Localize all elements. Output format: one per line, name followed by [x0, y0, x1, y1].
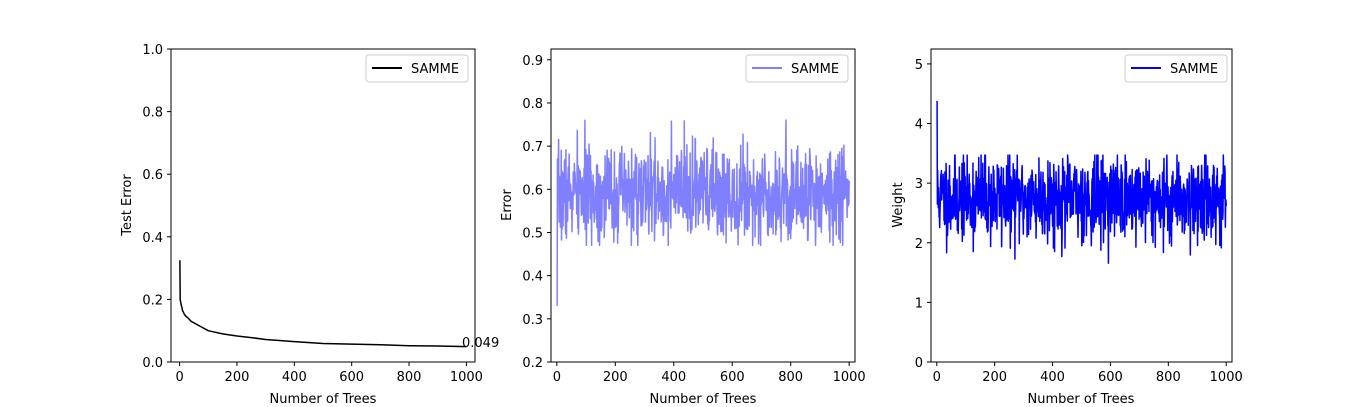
test-error-ticks: 0 200 400 600 800 1000 0.0 0.2 0.4 0.6 0.8 1.0 — [142, 43, 483, 385]
error-y-tick-label: 0.7 — [522, 140, 543, 155]
error-legend: SAMME — [745, 54, 849, 83]
weight-legend-label: SAMME — [1170, 62, 1218, 77]
test-error-legend-box — [365, 54, 469, 83]
error-y-tick-label: 0.9 — [522, 54, 543, 69]
test-error-y-tick-label: 0.6 — [142, 168, 163, 183]
error-y-tick-label: 0.3 — [522, 313, 543, 328]
weight-legend: SAMME — [1124, 54, 1228, 83]
test-error-x-tick-label: 1000 — [450, 370, 483, 385]
weight-y-axis-label: Weight — [891, 182, 906, 227]
weight-x-axis-label: Number of Trees — [1028, 392, 1135, 407]
test-error-x-tick-label: 400 — [282, 370, 307, 385]
error-y-tick-label: 0.4 — [522, 270, 543, 285]
test-error-x-tick-label: 600 — [339, 370, 364, 385]
error-x-tick-label: 200 — [603, 370, 628, 385]
error-y-axis-label: Error — [500, 189, 515, 221]
test-error-x-tick-label: 200 — [225, 370, 250, 385]
test-error-x-tick-label: 800 — [397, 370, 422, 385]
test-error-legend: SAMME — [365, 54, 469, 83]
test-error-y-tick-label: 0.2 — [142, 293, 163, 308]
test-error-y-tick-label: 0.0 — [142, 356, 163, 371]
test-error-series-line — [179, 260, 467, 348]
weight-y-tick-label: 1 — [915, 296, 923, 311]
weight-series — [936, 100, 1227, 265]
error-y-tick-label: 0.2 — [522, 356, 543, 371]
weight-x-tick-label: 400 — [1040, 370, 1065, 385]
weight-x-tick-label: 1000 — [1210, 370, 1243, 385]
test-error-y-axis-label: Test Error — [120, 174, 135, 237]
weight-y-tick-label: 2 — [915, 237, 923, 252]
test-error-x-axis-label: Number of Trees — [270, 392, 377, 407]
error-x-axis-label: Number of Trees — [650, 392, 757, 407]
final-error-annotation: 0.049 — [462, 336, 499, 351]
error-y-tick-label: 0.5 — [522, 226, 543, 241]
test-error-legend-label: SAMME — [411, 62, 459, 77]
weight-x-tick-label: 200 — [982, 370, 1007, 385]
test-error-y-tick-label: 0.8 — [142, 106, 163, 121]
error-series-line — [556, 119, 850, 306]
error-x-tick-label: 800 — [778, 370, 803, 385]
test-error-y-tick-label: 0.4 — [142, 231, 163, 246]
error-x-tick-label: 0 — [553, 370, 561, 385]
error-ticks: 0 200 400 600 800 1000 0.2 0.3 0.4 0.5 0.6 0.7 0.8 0.… — [522, 54, 865, 385]
error-panel: 0 200 400 600 800 1000 0.2 0.3 0.4 0.5 0.6 0.7 0.8 0.… — [500, 48, 866, 407]
weight-x-tick-label: 0 — [933, 370, 941, 385]
error-legend-box — [745, 54, 849, 83]
weight-y-tick-label: 5 — [915, 58, 923, 73]
error-y-tick-label: 0.6 — [522, 183, 543, 198]
test-error-x-tick-label: 0 — [175, 370, 183, 385]
weight-y-tick-label: 0 — [915, 356, 923, 371]
error-series — [556, 119, 850, 306]
weight-series-line — [936, 100, 1227, 265]
error-x-tick-label: 1000 — [833, 370, 866, 385]
weight-y-tick-label: 3 — [915, 177, 923, 192]
error-x-tick-label: 600 — [720, 370, 745, 385]
weight-x-tick-label: 600 — [1098, 370, 1123, 385]
test-error-series — [179, 260, 467, 348]
weight-legend-box — [1124, 54, 1228, 83]
weight-ticks: 0 200 400 600 800 1000 0 1 2 3 4 5 — [915, 58, 1243, 385]
weight-y-tick-label: 4 — [915, 118, 923, 133]
error-x-tick-label: 400 — [661, 370, 686, 385]
error-legend-label: SAMME — [791, 62, 839, 77]
error-y-tick-label: 0.8 — [522, 97, 543, 112]
test-error-panel: 0 200 400 600 800 1000 0.0 0.2 0.4 0.6 0.8 1.0 Numb… — [120, 43, 499, 407]
test-error-y-tick-label: 1.0 — [142, 43, 163, 58]
test-error-plot-area — [170, 48, 476, 363]
weight-x-tick-label: 800 — [1156, 370, 1181, 385]
